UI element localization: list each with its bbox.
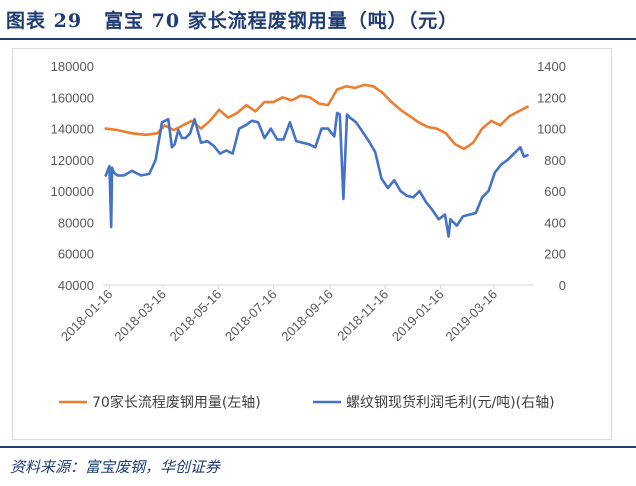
y-left-tick-label: 140000: [51, 122, 94, 137]
x-tick-label: 2018-01-16: [58, 287, 116, 345]
chart-container: 40000 60000 80000 100000 120000 140000 160000 1…: [12, 48, 612, 440]
y-right-tick-label: 200: [544, 247, 566, 262]
x-tick-label: 2019-03-16: [442, 287, 500, 345]
x-tick-label: 2018-11-16: [334, 287, 391, 344]
y-right-tick-label: 600: [544, 184, 566, 199]
x-tick-label: 2018-03-16: [111, 287, 169, 345]
y-left-tick-label: 180000: [51, 59, 94, 74]
legend-item-scrap-usage-label: 70家长流程废钢用量(左轴): [92, 394, 261, 411]
y-right-tick-label: 1200: [537, 90, 566, 105]
top-divider: [0, 38, 636, 40]
y-right-tick-label: 800: [544, 153, 566, 168]
y-left-tick-label: 60000: [58, 247, 94, 262]
y-right-tick-label: 1400: [537, 59, 566, 74]
y-left-tick-label: 80000: [58, 215, 94, 230]
figure-header: 图表 29 富宝 70 家长流程废钢用量（吨）（元）: [6, 4, 458, 34]
x-tick-label: 2018-09-16: [278, 287, 336, 345]
legend-item-rebar-margin-label: 螺纹钢现货利润毛利(元/吨)(右轴): [346, 394, 555, 411]
bottom-divider: [0, 446, 636, 448]
figure-title: 富宝 70 家长流程废钢用量（吨）（元）: [104, 9, 459, 32]
series-line-scrap-usage: [104, 83, 529, 151]
y-left-tick-label: 160000: [51, 90, 94, 105]
y-right-tick-label: 400: [544, 215, 566, 230]
figure-label: 图表 29: [6, 9, 83, 32]
y-left-tick-label: 100000: [51, 184, 94, 199]
x-tick-label: 2018-05-16: [167, 287, 225, 345]
series-line-rebar-margin: [104, 111, 529, 238]
y-left-tick-label: 40000: [58, 278, 94, 293]
y-right-tick-label: 1000: [537, 122, 566, 137]
y-left-tick-label: 120000: [51, 153, 94, 168]
x-tick-label: 2019-01-16: [389, 287, 447, 345]
x-tick-label: 2018-07-16: [222, 287, 280, 345]
source-note: 资料来源：富宝废钢，华创证券: [10, 458, 221, 476]
chart-svg: 40000 60000 80000 100000 120000 140000 160000 1…: [51, 59, 566, 411]
y-right-tick-label: 0: [559, 278, 566, 293]
